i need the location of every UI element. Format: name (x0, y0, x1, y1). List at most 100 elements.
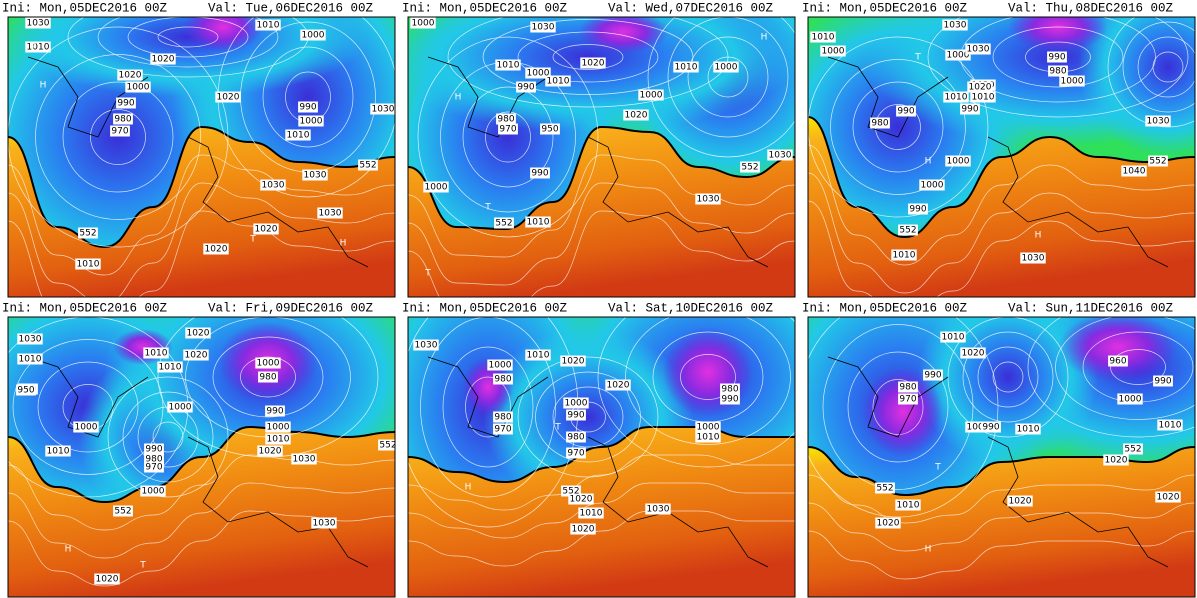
warm-air-area (808, 447, 1195, 597)
isobar-label-box (945, 155, 971, 167)
isobar-label: 990 (299, 103, 316, 113)
coastline (827, 356, 949, 438)
isobar-label-box (908, 203, 928, 215)
isobar-label: 1010 (77, 260, 100, 270)
isobar-label: 990 (961, 105, 978, 115)
isobar-label: 1000 (1061, 77, 1084, 87)
isobar (408, 210, 795, 297)
isobar-label: 1010 (527, 218, 550, 228)
isobar-label: 1030 (304, 171, 327, 181)
isobar-label: 1010 (47, 447, 70, 457)
map-frame (407, 16, 796, 298)
isobar-label: 1000 (142, 487, 165, 497)
init-time: Ini: Mon,05DEC2016 00Z (402, 1, 568, 15)
isobar-label-box (923, 369, 943, 381)
isobar-label: 990 (567, 411, 584, 421)
isobar-label: 1020 (217, 93, 240, 103)
map-frame (7, 16, 396, 298)
pressure-center: H (761, 33, 768, 43)
isobar-label-box (1015, 423, 1041, 435)
coastline (27, 56, 149, 138)
isobar-label: 1030 (27, 19, 50, 29)
isobar-label-box (298, 115, 324, 127)
isobar-label-box (810, 31, 836, 43)
isobar-label: 990 (266, 407, 283, 417)
warm-air-area (408, 127, 795, 297)
isobar-label: 1030 (313, 519, 336, 529)
pressure-center: H (455, 93, 462, 103)
valid-time: Val: Fri,09DEC2016 00Z (208, 301, 374, 315)
isobar-label-box (265, 433, 291, 445)
isobar-label: 970 (494, 425, 511, 435)
pressure-center: H (340, 239, 347, 249)
isobar-label-box (75, 258, 101, 270)
isobar-label-box (317, 207, 343, 219)
isobar-label: 1000 (302, 31, 325, 41)
isobar (485, 111, 531, 163)
isobar-label-box (720, 393, 740, 405)
pressure-center: H (1035, 231, 1042, 241)
isobar (962, 331, 1054, 423)
isobar-label-box (943, 91, 969, 103)
isobar (992, 361, 1024, 393)
warm-air-area (8, 127, 395, 297)
isobar-label-box (1121, 165, 1147, 177)
isobar-label: 970 (567, 449, 584, 459)
warm-air-area (8, 427, 395, 597)
isobar-label: 1030 (532, 23, 555, 33)
isobar-label-box (291, 453, 317, 465)
thickness-552-line (8, 425, 395, 504)
isobar-label-box (1148, 155, 1168, 167)
isobar-label-box (970, 91, 996, 103)
isobar-label: 1010 (1017, 425, 1040, 435)
isobar-label: 1020 (185, 351, 208, 361)
isobar-label-box (311, 517, 337, 529)
isobar (808, 172, 1195, 294)
isobar-label: 1000 (267, 423, 290, 433)
isobar-label: 1010 (145, 349, 168, 359)
isobar (535, 371, 641, 463)
isobar (625, 317, 791, 445)
deep-low-area (1058, 317, 1178, 382)
isobar-label-box (870, 117, 890, 129)
map-panel: 1030101010009809809701020102010009909809… (408, 317, 795, 597)
isobar-label: 1020 (259, 447, 282, 457)
isobar-label-box (960, 103, 980, 115)
isobar-label-box (516, 81, 536, 93)
isobar (408, 482, 795, 539)
isobar-label-box (113, 113, 133, 125)
isobar-label-box (113, 505, 133, 517)
isobar-label-box (73, 421, 99, 433)
isobar (927, 17, 1189, 118)
isobar-label: 1000 (715, 63, 738, 73)
isobar-label-box (713, 61, 739, 73)
isobar-label-box (25, 17, 51, 29)
isobar-label: 1000 (412, 19, 435, 29)
coastline (987, 436, 1169, 568)
deep-low-area (863, 367, 943, 457)
isobar (408, 454, 795, 511)
isobar-label-box (423, 181, 449, 193)
isobar-label-box (215, 91, 241, 103)
isobar-label: 1010 (1159, 421, 1182, 431)
isobar-label-box (495, 59, 521, 71)
isobar-label: 1000 (257, 359, 280, 369)
isobar-label: 1000 (697, 423, 720, 433)
isobar-label-box (942, 19, 968, 31)
valid-time: Val: Sun,11DEC2016 00Z (1008, 301, 1174, 315)
isobar (597, 317, 795, 468)
isobar (12, 339, 164, 475)
isobar-label-box (16, 384, 36, 396)
isobar-label-box (253, 223, 279, 235)
isobar (847, 351, 949, 463)
isobar-label: 990 (531, 169, 548, 179)
isobar-label: 1000 (1119, 395, 1142, 405)
isobar-label-box (185, 327, 211, 339)
coastline (587, 136, 769, 268)
isobar-label: 552 (79, 229, 96, 239)
isobar (1107, 17, 1195, 128)
isobar (408, 510, 795, 567)
pressure-center: T (29, 43, 36, 53)
